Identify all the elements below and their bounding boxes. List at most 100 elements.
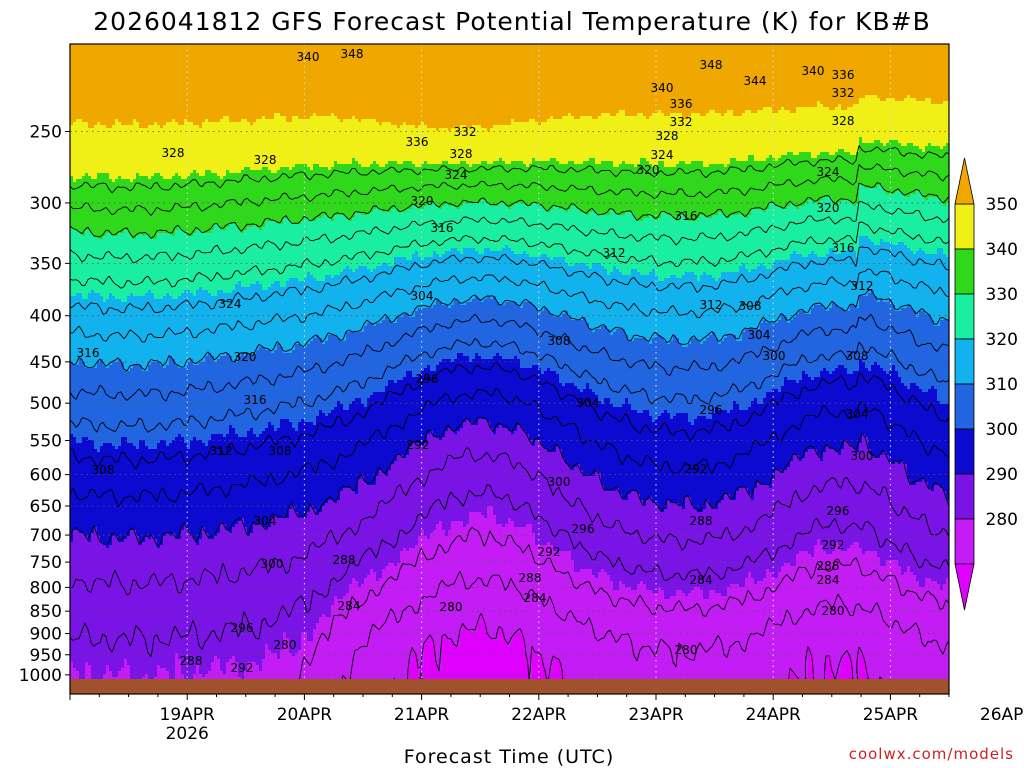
field-cell bbox=[322, 341, 326, 345]
field-cell bbox=[187, 527, 203, 531]
field-cell bbox=[532, 365, 539, 369]
field-cell bbox=[82, 296, 89, 300]
field-cell bbox=[85, 671, 92, 675]
field-cell bbox=[814, 659, 827, 663]
field-cell bbox=[70, 98, 860, 102]
field-cell bbox=[403, 548, 407, 552]
field-cell bbox=[805, 452, 818, 456]
field-cell bbox=[178, 227, 182, 231]
field-cell bbox=[469, 521, 497, 525]
field-cell bbox=[481, 614, 485, 618]
field-cell bbox=[277, 170, 949, 174]
field-cell bbox=[484, 614, 949, 618]
field-cell bbox=[412, 659, 419, 663]
field-cell bbox=[70, 665, 74, 669]
field-cell bbox=[601, 263, 743, 267]
field-cell bbox=[463, 251, 479, 255]
contour-320 bbox=[70, 289, 949, 372]
field-cell bbox=[70, 164, 296, 168]
field-cell bbox=[109, 365, 125, 369]
field-cell bbox=[178, 296, 476, 300]
field-cell bbox=[139, 443, 146, 447]
field-cell bbox=[97, 173, 110, 177]
field-cell bbox=[364, 476, 377, 480]
field-cell bbox=[352, 218, 638, 222]
field-cell bbox=[751, 404, 949, 408]
field-cell bbox=[70, 299, 104, 303]
field-cell bbox=[376, 476, 602, 480]
field-cell bbox=[520, 425, 949, 429]
field-cell bbox=[535, 542, 548, 546]
field-cell bbox=[478, 353, 497, 357]
field-cell bbox=[136, 119, 173, 123]
field-cell bbox=[598, 470, 776, 474]
field-cell bbox=[70, 401, 338, 405]
field-cell bbox=[925, 146, 941, 150]
field-cell bbox=[433, 251, 437, 255]
field-cell bbox=[889, 455, 949, 459]
field-cell bbox=[757, 581, 920, 585]
field-cell bbox=[901, 380, 949, 384]
y-tick-label: 400 bbox=[30, 307, 62, 327]
field-cell bbox=[745, 578, 755, 582]
field-cell bbox=[70, 134, 949, 138]
field-cell bbox=[430, 635, 434, 639]
field-cell bbox=[346, 266, 350, 270]
contour-label: 308 bbox=[92, 463, 115, 477]
field-cell bbox=[253, 530, 422, 534]
field-cell bbox=[97, 365, 107, 369]
field-cell bbox=[655, 272, 686, 276]
field-cell bbox=[433, 434, 446, 438]
field-cell bbox=[532, 302, 833, 306]
field-cell bbox=[925, 98, 932, 102]
field-cell bbox=[814, 554, 878, 558]
field-cell bbox=[358, 161, 374, 165]
field-cell bbox=[373, 269, 608, 273]
field-cell bbox=[364, 578, 377, 582]
field-cell bbox=[928, 482, 949, 486]
field-cell bbox=[175, 233, 188, 237]
field-cell bbox=[697, 278, 701, 282]
field-cell bbox=[109, 173, 137, 177]
field-cell bbox=[817, 155, 949, 159]
field-cell bbox=[280, 284, 287, 288]
field-cell bbox=[658, 275, 671, 279]
field-cell bbox=[70, 95, 866, 99]
field-cell bbox=[121, 359, 170, 363]
field-cell bbox=[757, 398, 764, 402]
field-cell bbox=[727, 335, 737, 339]
field-cell bbox=[382, 575, 596, 579]
field-cell bbox=[85, 233, 95, 237]
field-cell bbox=[424, 206, 440, 210]
field-cell bbox=[571, 113, 602, 117]
field-cell bbox=[70, 230, 80, 234]
field-cell bbox=[103, 677, 131, 681]
field-cell bbox=[550, 116, 554, 120]
field-cell bbox=[76, 440, 83, 444]
field-cell bbox=[859, 677, 872, 681]
field-cell bbox=[151, 362, 161, 366]
field-cell bbox=[577, 206, 770, 210]
field-cell bbox=[298, 515, 308, 519]
field-cell bbox=[934, 488, 944, 492]
field-cell bbox=[415, 164, 422, 168]
field-cell bbox=[817, 542, 821, 546]
field-cell bbox=[70, 485, 359, 489]
field-cell bbox=[883, 185, 949, 189]
field-cell bbox=[385, 473, 389, 477]
contour-label: 344 bbox=[744, 74, 767, 88]
field-cell bbox=[436, 365, 521, 369]
field-cell bbox=[478, 296, 488, 300]
field-cell bbox=[295, 509, 311, 513]
field-cell bbox=[73, 530, 80, 534]
field-cell bbox=[859, 299, 878, 303]
field-cell bbox=[748, 269, 752, 273]
field-cell bbox=[859, 296, 878, 300]
field-cell bbox=[238, 281, 242, 285]
field-cell bbox=[295, 506, 311, 510]
field-cell bbox=[250, 533, 422, 537]
field-cell bbox=[415, 311, 539, 315]
field-cell bbox=[667, 212, 719, 216]
field-cell bbox=[583, 317, 587, 321]
field-cell bbox=[532, 668, 548, 672]
